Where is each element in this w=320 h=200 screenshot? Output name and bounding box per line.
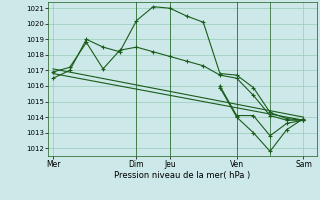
X-axis label: Pression niveau de la mer( hPa ): Pression niveau de la mer( hPa ): [114, 171, 251, 180]
